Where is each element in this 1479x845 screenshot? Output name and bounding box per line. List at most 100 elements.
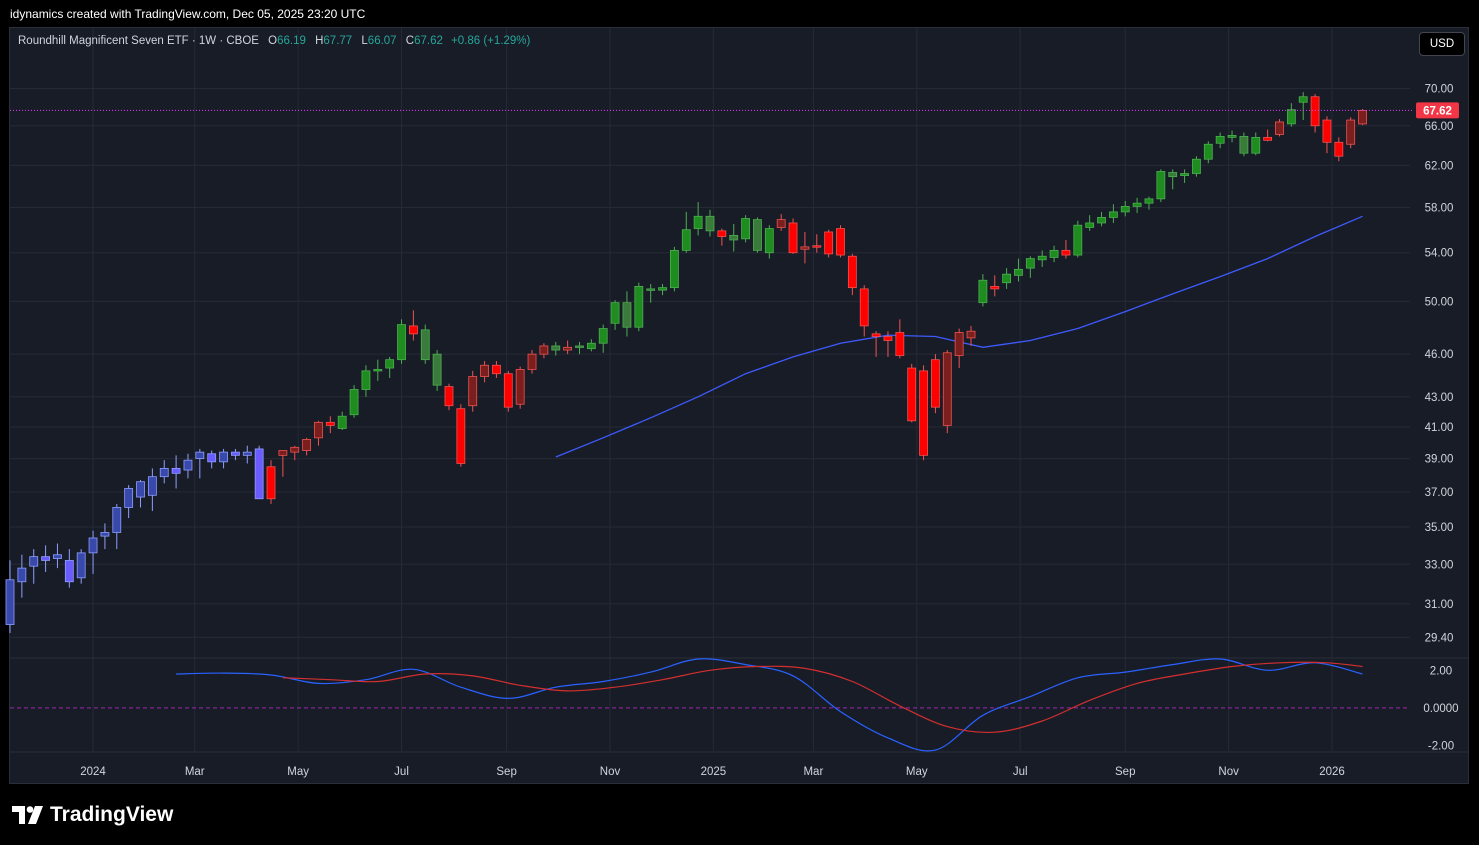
candle-body bbox=[314, 421, 323, 439]
candle-body bbox=[408, 325, 418, 335]
candle-body bbox=[1346, 119, 1356, 145]
time-tick-label: Sep bbox=[496, 766, 516, 778]
currency-button[interactable]: USD bbox=[1419, 32, 1465, 56]
time-tick-label: 2026 bbox=[1319, 766, 1345, 778]
candle-body bbox=[800, 246, 810, 250]
candle-body bbox=[836, 228, 845, 256]
candle-body bbox=[753, 219, 762, 251]
price-tick-label: 46.00 bbox=[1425, 349, 1454, 361]
candle-body bbox=[741, 218, 750, 240]
price-tick-label: 39.00 bbox=[1425, 454, 1454, 466]
brand-name: TradingView bbox=[50, 803, 174, 826]
candle-body bbox=[1180, 173, 1189, 177]
price-tick-label: 70.00 bbox=[1425, 84, 1454, 96]
candle-body bbox=[824, 231, 834, 255]
candle-body bbox=[1061, 249, 1071, 256]
candle-body bbox=[147, 476, 157, 496]
change-value: +0.86 (+1.29%) bbox=[451, 35, 531, 47]
candle-body bbox=[1358, 110, 1367, 125]
candle-body bbox=[1334, 141, 1344, 157]
candle-body bbox=[373, 369, 383, 372]
candle-body bbox=[397, 324, 406, 361]
close-value: 67.62 bbox=[414, 35, 443, 47]
candle-body bbox=[1037, 255, 1047, 261]
price-tick-label: 62.00 bbox=[1425, 160, 1454, 172]
time-tick-label: Jul bbox=[394, 766, 409, 778]
time-tick-label: 2025 bbox=[701, 766, 727, 778]
oscillator-line bbox=[176, 658, 1363, 752]
candle-body bbox=[764, 228, 774, 254]
price-tick-label: 29.40 bbox=[1425, 632, 1454, 644]
candle-body bbox=[1025, 258, 1035, 269]
candle-body bbox=[1002, 273, 1012, 284]
candle-body bbox=[1132, 202, 1142, 207]
price-tick-label: 31.00 bbox=[1425, 599, 1454, 611]
price-tick-label: 37.00 bbox=[1425, 487, 1454, 499]
candle-body bbox=[1298, 96, 1308, 103]
candle-body bbox=[76, 552, 86, 579]
low-value: 66.07 bbox=[367, 35, 397, 47]
candle-body bbox=[1120, 206, 1130, 213]
time-tick-label: Nov bbox=[600, 766, 621, 778]
candle-body bbox=[871, 333, 881, 337]
candle-body bbox=[124, 488, 134, 508]
candle-body bbox=[859, 288, 869, 327]
candle-body bbox=[53, 554, 62, 559]
candle-body bbox=[658, 287, 667, 291]
time-tick-label: Sep bbox=[1115, 766, 1135, 778]
candle-body bbox=[136, 481, 145, 498]
candle-body bbox=[337, 415, 347, 429]
candle-body bbox=[670, 249, 679, 289]
open-key: O bbox=[268, 35, 278, 47]
oscillator-tick-label: -2.00 bbox=[1428, 740, 1454, 752]
candle-body bbox=[1263, 136, 1273, 141]
candle-body bbox=[883, 336, 893, 341]
candle-body bbox=[1168, 172, 1178, 178]
candle-body bbox=[717, 230, 727, 237]
price-tick-label: 41.00 bbox=[1425, 422, 1454, 434]
candle-body bbox=[954, 332, 964, 356]
candle-body bbox=[788, 222, 798, 254]
candle-body bbox=[978, 279, 988, 304]
candle-body bbox=[195, 451, 205, 459]
candle-body bbox=[17, 567, 27, 583]
candle-body bbox=[966, 330, 976, 339]
price-tick-label: 35.00 bbox=[1425, 522, 1454, 534]
candle-body bbox=[468, 376, 478, 407]
candle-body bbox=[1275, 121, 1284, 135]
candle-body bbox=[1203, 143, 1213, 160]
candle-body bbox=[29, 556, 39, 567]
candle-body bbox=[812, 245, 822, 248]
candle-body bbox=[1085, 222, 1095, 228]
candle-body bbox=[551, 345, 561, 351]
candle-body bbox=[705, 215, 715, 232]
candle-body bbox=[598, 328, 608, 344]
candle-body bbox=[492, 364, 501, 375]
time-tick-label: Nov bbox=[1218, 766, 1239, 778]
candle-body bbox=[586, 342, 596, 350]
candle-body bbox=[895, 332, 905, 356]
candle-body bbox=[278, 450, 288, 456]
high-key: H bbox=[315, 35, 324, 47]
symbol-legend[interactable]: Roundhill Magnificent Seven ETF · 1W · C… bbox=[18, 35, 530, 47]
candle-body bbox=[159, 467, 169, 478]
last-price-label: 67.62 bbox=[1423, 105, 1452, 117]
candle-body bbox=[385, 359, 395, 369]
candle-body bbox=[847, 255, 857, 289]
candle-body bbox=[64, 560, 74, 583]
candle-body bbox=[1049, 249, 1059, 258]
candle-body bbox=[302, 439, 312, 451]
candle-body bbox=[1239, 136, 1249, 154]
candle-body bbox=[112, 507, 122, 533]
candle-body bbox=[41, 556, 50, 561]
close-key: C bbox=[405, 35, 415, 47]
tradingview-brand[interactable]: TradingView bbox=[12, 803, 173, 827]
high-value: 67.77 bbox=[323, 35, 353, 47]
candle-body bbox=[622, 302, 632, 328]
candle-body bbox=[183, 459, 193, 471]
candle-body bbox=[88, 537, 98, 554]
candle-body bbox=[729, 234, 739, 241]
candle-body bbox=[1144, 198, 1154, 204]
candle-body bbox=[1310, 96, 1320, 127]
